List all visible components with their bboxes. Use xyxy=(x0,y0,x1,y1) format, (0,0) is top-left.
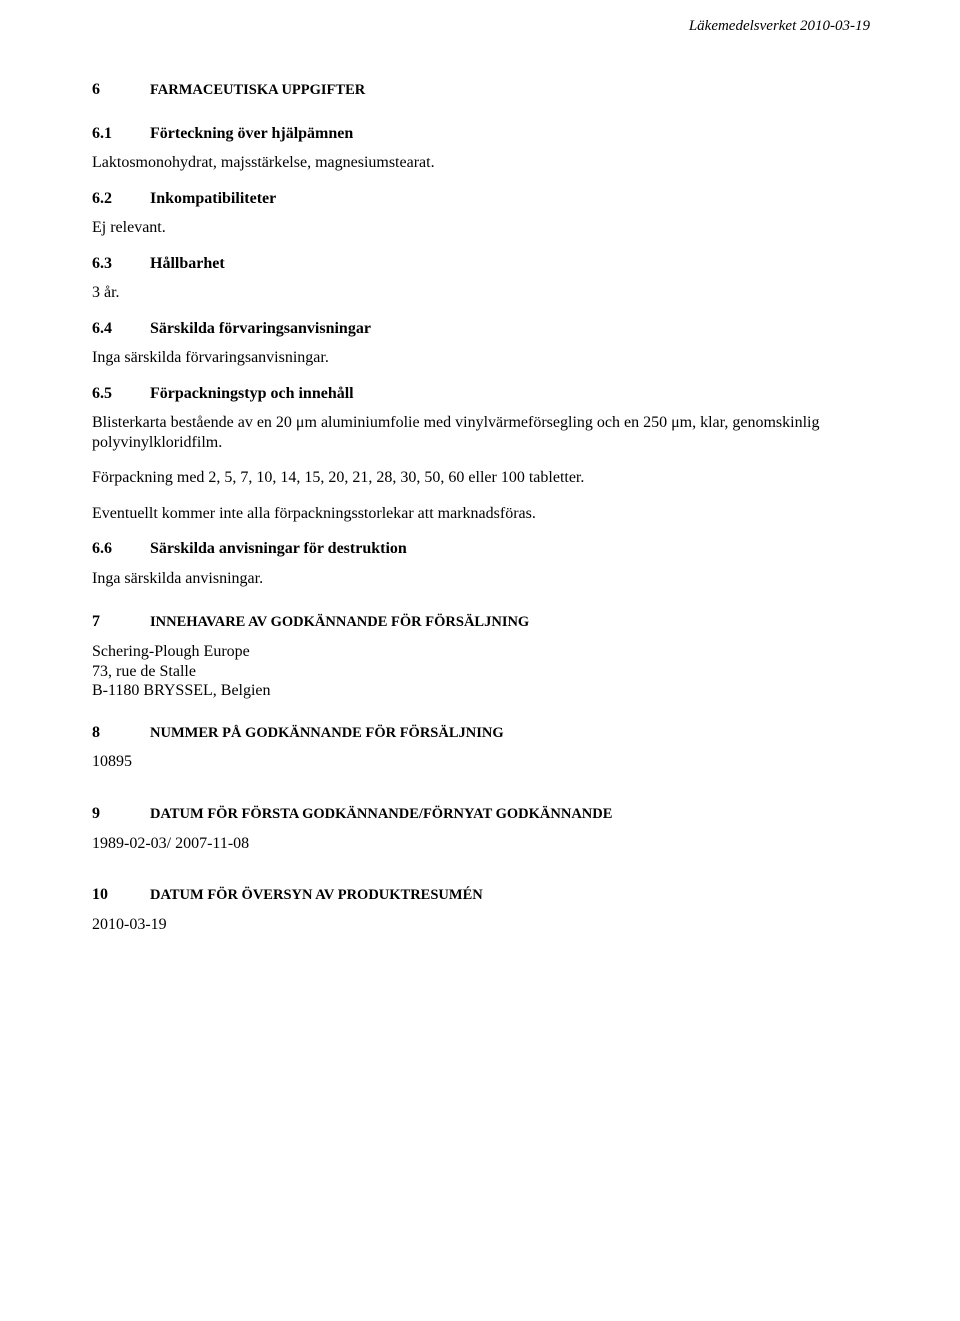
section-6-2-title: Inkompatibiliteter xyxy=(150,189,276,209)
section-6-3-text: 3 år. xyxy=(92,283,870,303)
section-6-4-heading: 6.4 Särskilda förvaringsanvisningar xyxy=(92,319,870,339)
section-6-3-number: 6.3 xyxy=(92,254,150,274)
document-body: 6 FARMACEUTISKA UPPGIFTER 6.1 Förtecknin… xyxy=(92,80,870,934)
section-9-text: 1989-02-03/ 2007-11-08 xyxy=(92,834,870,854)
section-6-5-title: Förpackningstyp och innehåll xyxy=(150,384,354,404)
section-6-heading: 6 FARMACEUTISKA UPPGIFTER xyxy=(92,80,870,100)
section-7-line1: Schering-Plough Europe xyxy=(92,642,870,662)
section-10-text: 2010-03-19 xyxy=(92,915,870,935)
section-6-6-title: Särskilda anvisningar för destruktion xyxy=(150,539,407,559)
header-agency-date: Läkemedelsverket 2010-03-19 xyxy=(689,18,870,35)
section-6-4-text: Inga särskilda förvaringsanvisningar. xyxy=(92,348,870,368)
section-8-title: NUMMER PÅ GODKÄNNANDE FÖR FÖRSÄLJNING xyxy=(150,725,504,743)
section-6-2-text: Ej relevant. xyxy=(92,218,870,238)
section-6-2-number: 6.2 xyxy=(92,189,150,209)
section-10-heading: 10 DATUM FÖR ÖVERSYN AV PRODUKTRESUMÉN xyxy=(92,885,870,905)
section-6-title: FARMACEUTISKA UPPGIFTER xyxy=(150,82,365,100)
section-7-title: INNEHAVARE AV GODKÄNNANDE FÖR FÖRSÄLJNIN… xyxy=(150,614,529,632)
section-8-text: 10895 xyxy=(92,752,870,772)
section-6-1-number: 6.1 xyxy=(92,124,150,144)
section-6-6-heading: 6.6 Särskilda anvisningar för destruktio… xyxy=(92,539,870,559)
section-6-2-heading: 6.2 Inkompatibiliteter xyxy=(92,189,870,209)
section-6-5-p2: Förpackning med 2, 5, 7, 10, 14, 15, 20,… xyxy=(92,468,870,488)
section-10-number: 10 xyxy=(92,885,150,905)
section-6-1-text: Laktosmonohydrat, majsstärkelse, magnesi… xyxy=(92,153,870,173)
section-9-title: DATUM FÖR FÖRSTA GODKÄNNANDE/FÖRNYAT GOD… xyxy=(150,806,612,824)
section-6-4-number: 6.4 xyxy=(92,319,150,339)
section-6-5-heading: 6.5 Förpackningstyp och innehåll xyxy=(92,384,870,404)
section-6-1-title: Förteckning över hjälpämnen xyxy=(150,124,353,144)
section-6-5-p3: Eventuellt kommer inte alla förpacknings… xyxy=(92,504,870,524)
section-8-number: 8 xyxy=(92,723,150,743)
section-6-3-title: Hållbarhet xyxy=(150,254,225,274)
section-10-title: DATUM FÖR ÖVERSYN AV PRODUKTRESUMÉN xyxy=(150,887,483,905)
section-6-3-heading: 6.3 Hållbarhet xyxy=(92,254,870,274)
section-6-1-heading: 6.1 Förteckning över hjälpämnen xyxy=(92,124,870,144)
section-6-5-p1: Blisterkarta bestående av en 20 μm alumi… xyxy=(92,413,870,452)
section-7-line2: 73, rue de Stalle xyxy=(92,662,870,682)
section-8-heading: 8 NUMMER PÅ GODKÄNNANDE FÖR FÖRSÄLJNING xyxy=(92,723,870,743)
section-9-heading: 9 DATUM FÖR FÖRSTA GODKÄNNANDE/FÖRNYAT G… xyxy=(92,804,870,824)
section-7-line3: B-1180 BRYSSEL, Belgien xyxy=(92,681,870,701)
section-9-number: 9 xyxy=(92,804,150,824)
section-6-number: 6 xyxy=(92,80,150,100)
section-6-5-number: 6.5 xyxy=(92,384,150,404)
section-6-6-number: 6.6 xyxy=(92,539,150,559)
section-7-heading: 7 INNEHAVARE AV GODKÄNNANDE FÖR FÖRSÄLJN… xyxy=(92,612,870,632)
section-7-number: 7 xyxy=(92,612,150,632)
section-6-4-title: Särskilda förvaringsanvisningar xyxy=(150,319,371,339)
section-6-6-text: Inga särskilda anvisningar. xyxy=(92,569,870,589)
